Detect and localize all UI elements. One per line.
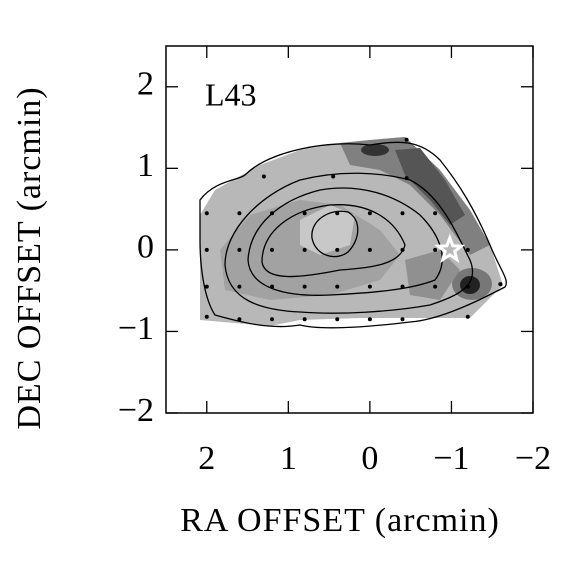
sample-point [367, 211, 372, 216]
map-patch [405, 250, 460, 300]
x-tick-label: 2 [198, 440, 215, 477]
sample-point [270, 317, 275, 322]
sample-point [302, 247, 307, 252]
sample-point [270, 284, 275, 289]
sample-point [404, 137, 409, 142]
y-tick-label: −2 [118, 392, 154, 429]
sample-point [237, 247, 242, 252]
x-tick-label: −1 [433, 440, 469, 477]
sample-point [204, 284, 209, 289]
sample-point [498, 282, 503, 287]
x-tick-label: 0 [361, 440, 378, 477]
sample-point [335, 211, 340, 216]
sample-point [335, 284, 340, 289]
contour [311, 210, 359, 258]
sample-point [270, 211, 275, 216]
sample-point [465, 284, 470, 289]
sample-point [367, 317, 372, 322]
star-marker [434, 233, 466, 264]
sample-point [270, 247, 275, 252]
map-patch [395, 148, 465, 225]
map-patch [460, 276, 480, 294]
plot-frame [165, 45, 534, 414]
y-axis-label: DEC OFFSET (arcmin) [11, 86, 48, 429]
sample-point [367, 284, 372, 289]
sample-point [400, 284, 405, 289]
sample-point [331, 174, 336, 179]
x-tick-label: 1 [280, 440, 297, 477]
sample-point [400, 211, 405, 216]
intensity-map [200, 137, 503, 326]
sample-point [465, 314, 470, 319]
sample-point [302, 211, 307, 216]
sample-point [237, 211, 242, 216]
contour [199, 141, 507, 329]
sample-point [465, 247, 470, 252]
x-axis-label: RA OFFSET (arcmin) [180, 502, 500, 539]
y-tick-label: 0 [137, 229, 154, 266]
sample-point [433, 211, 438, 216]
sample-point [261, 174, 266, 179]
sample-point [400, 247, 405, 252]
contour [261, 204, 406, 278]
sample-point [433, 284, 438, 289]
sample-point [335, 247, 340, 252]
y-tick-label: −1 [118, 310, 154, 347]
y-tick-label: 1 [137, 147, 154, 184]
sample-point [335, 317, 340, 322]
y-tick-label: 2 [137, 66, 154, 103]
annotation: L43 [205, 76, 257, 112]
sample-point [302, 317, 307, 322]
sample-point [433, 247, 438, 252]
x-tick-label: −2 [515, 440, 551, 477]
sample-point [367, 247, 372, 252]
map-patch [361, 144, 389, 156]
sample-point [204, 247, 209, 252]
sample-point [404, 176, 409, 181]
sample-point [237, 284, 242, 289]
sample-point [204, 211, 209, 216]
contour [224, 172, 474, 314]
sample-point [400, 317, 405, 322]
sample-point [302, 284, 307, 289]
sample-point [204, 314, 209, 319]
sample-point [237, 317, 242, 322]
